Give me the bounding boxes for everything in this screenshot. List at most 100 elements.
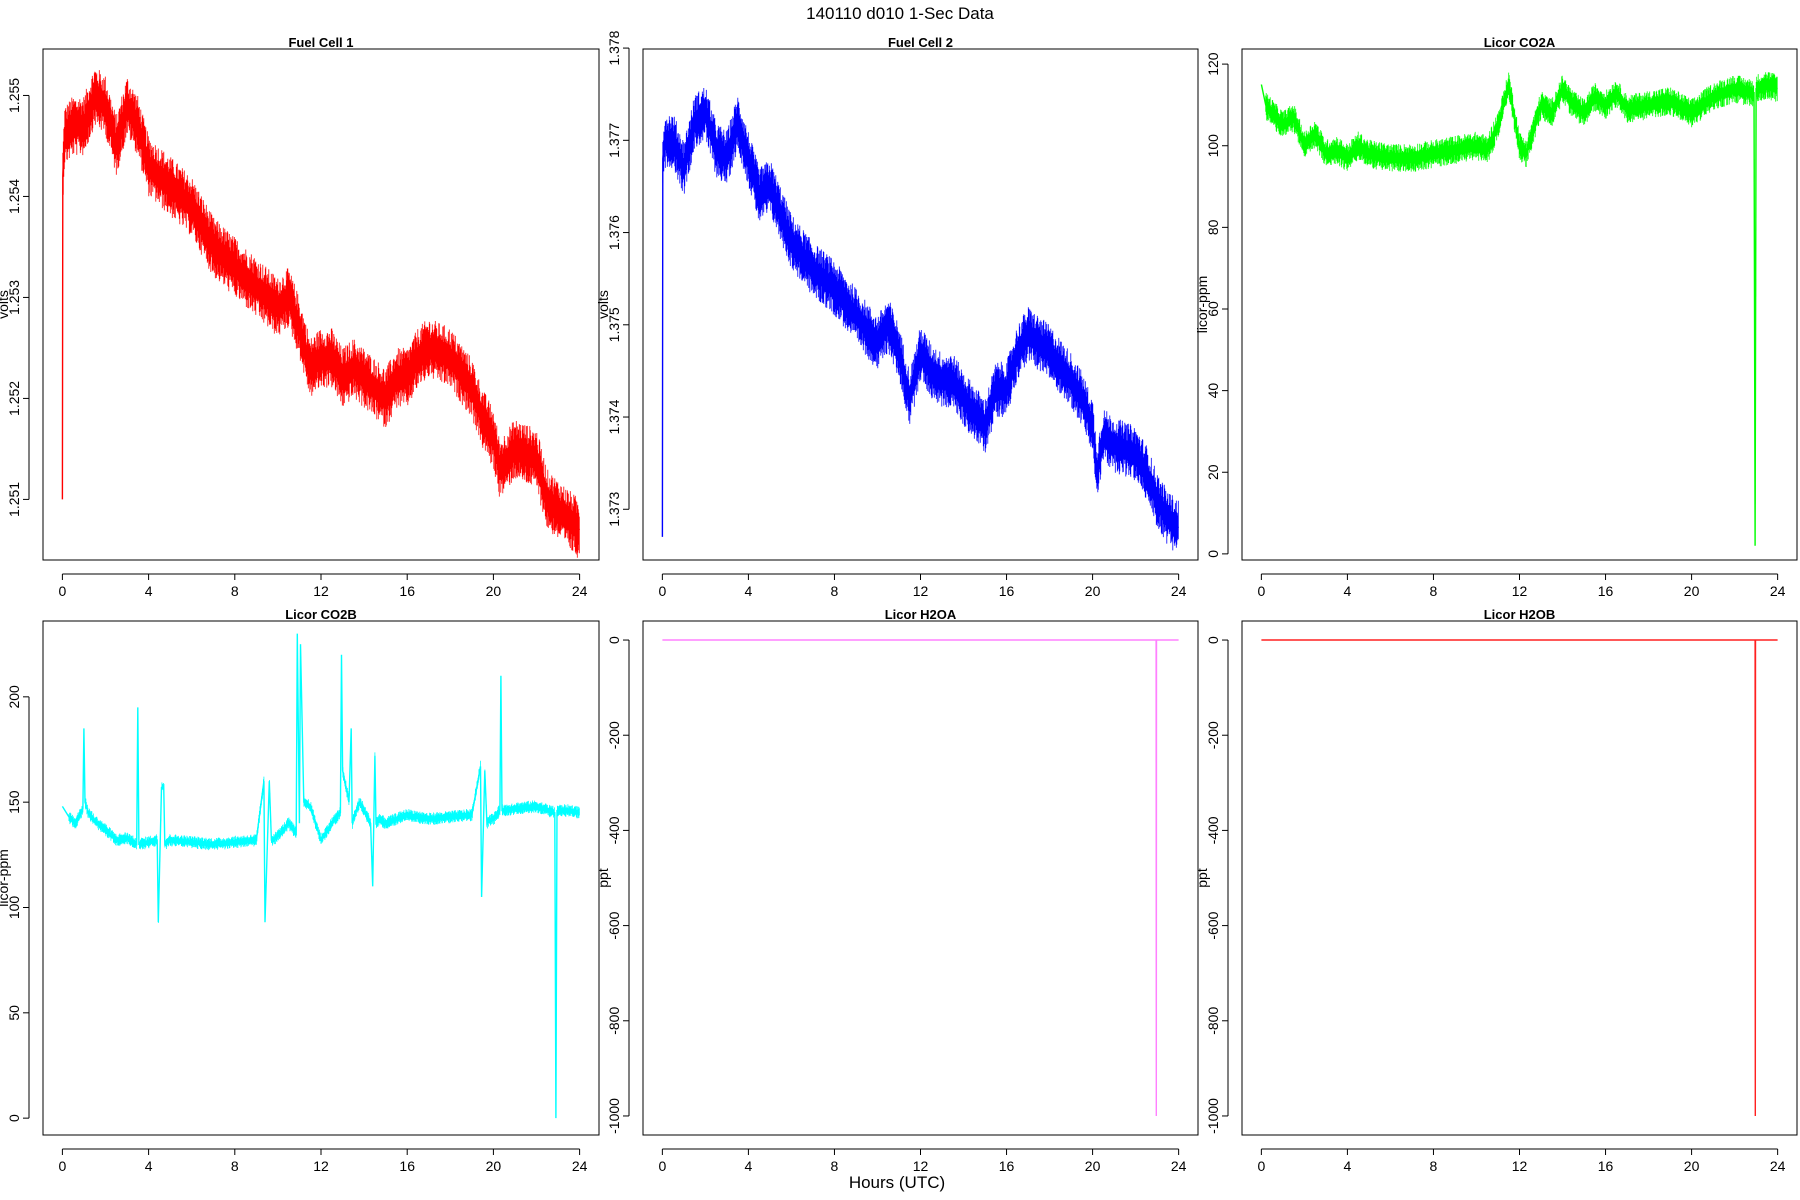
y-tick-label: 1.376 (606, 215, 622, 250)
x-tick-label: 4 (1344, 1158, 1352, 1174)
x-tick-label: 8 (231, 583, 239, 599)
panel-5: Licor H2OA 0 4 8 12 16 20 24 0 -200 -400 -600 -800 -1… (595, 607, 1199, 1174)
y-tick-label: 0 (1205, 550, 1221, 558)
y-axis: 1.251 1.252 1.253 1.254 1.255 volts (0, 78, 30, 517)
panel-title: Fuel Cell 1 (288, 35, 353, 50)
x-tick-label: 20 (1085, 1158, 1101, 1174)
x-axis: 0 4 8 12 16 20 24 (58, 1148, 588, 1174)
panel-title: Fuel Cell 2 (888, 35, 953, 50)
y-axis: 0 20 40 60 80 100 120 licor-ppm (1194, 52, 1229, 558)
y-tick-label: -600 (1205, 911, 1221, 939)
x-tick-label: 8 (1430, 1158, 1438, 1174)
panel-title: Licor H2OB (1484, 607, 1556, 622)
y-tick-label: -400 (606, 816, 622, 844)
x-tick-label: 16 (999, 1158, 1015, 1174)
y-tick-label: 1.377 (606, 123, 622, 158)
y-axis-label: licor-ppm (0, 849, 11, 907)
y-tick-label: -1000 (606, 1098, 622, 1134)
x-tick-label: 0 (1257, 1158, 1265, 1174)
y-tick-label: -400 (1205, 816, 1221, 844)
y-axis: 0 -200 -400 -600 -800 -1000 ppt (1194, 636, 1229, 1134)
y-axis-label: ppt (595, 868, 611, 888)
panel-4: Licor CO2B 0 4 8 12 16 20 24 0 50 100 150 200 licor-p… (0, 607, 600, 1174)
x-tick-label: 20 (486, 583, 502, 599)
plot-frame (1241, 620, 1798, 1136)
x-tick-label: 4 (745, 583, 753, 599)
series-line (662, 639, 1179, 1117)
y-axis-label: volts (595, 290, 611, 319)
x-tick-label: 12 (913, 1158, 929, 1174)
x-tick-label: 8 (231, 1158, 239, 1174)
series-line (61, 633, 580, 1119)
figure-title: 140110 d010 1-Sec Data (806, 4, 994, 23)
x-axis: 0 4 8 12 16 20 24 (58, 573, 588, 599)
y-tick-label: 120 (1205, 52, 1221, 76)
x-tick-label: 16 (399, 1158, 415, 1174)
x-tick-label: 0 (58, 583, 66, 599)
x-tick-label: 24 (1770, 1158, 1786, 1174)
x-tick-label: 0 (58, 1158, 66, 1174)
plot-frame (42, 48, 600, 561)
x-tick-label: 16 (999, 583, 1015, 599)
y-tick-label: 1.374 (606, 399, 622, 434)
panel-3: Licor CO2A 0 4 8 12 16 20 24 0 20 40 60 80 100 120 lico… (1194, 35, 1798, 599)
series-line (1261, 639, 1778, 1117)
panel-title: Licor CO2A (1484, 35, 1556, 50)
y-tick-label: 1.378 (606, 30, 622, 65)
x-tick-label: 4 (745, 1158, 753, 1174)
y-axis-label: ppt (1194, 868, 1210, 888)
x-tick-label: 12 (313, 1158, 329, 1174)
x-tick-label: 24 (572, 583, 588, 599)
y-axis-label: volts (0, 290, 11, 319)
plot-frame (642, 620, 1199, 1136)
series-noise-band (68, 636, 580, 1111)
x-tick-label: 8 (831, 583, 839, 599)
x-tick-label: 16 (399, 583, 415, 599)
x-tick-label: 16 (1598, 1158, 1614, 1174)
y-tick-label: 20 (1205, 464, 1221, 480)
y-tick-label: 0 (1205, 636, 1221, 644)
panel-1: Fuel Cell 10 4 8 12 16 20 241.2511.2521.2531.2… (0, 35, 600, 599)
x-tick-label: 24 (1171, 1158, 1187, 1174)
x-tick-label: 20 (1684, 583, 1700, 599)
y-tick-label: 0 (606, 636, 622, 644)
plot-frame (1241, 48, 1798, 561)
y-tick-label: 1.251 (6, 482, 22, 517)
y-tick-label: 1.252 (6, 381, 22, 416)
x-tick-label: 8 (1430, 583, 1438, 599)
y-tick-label: 200 (6, 685, 22, 709)
panel-title: Licor H2OA (885, 607, 957, 622)
panels-container: Fuel Cell 1 0 4 8 12 16 20 24 1.251 1.252 1.253 1.2… (0, 30, 1798, 1174)
y-tick-label: 150 (6, 790, 22, 814)
x-axis: 0 4 8 12 16 20 24 (1257, 1148, 1786, 1174)
y-axis-label: licor-ppm (1194, 276, 1210, 334)
y-tick-label: 1.253 (6, 280, 22, 315)
y-tick-label: -200 (1205, 721, 1221, 749)
x-tick-label: 12 (913, 583, 929, 599)
y-axis: 0 -200 -400 -600 -800 -1000 ppt (595, 636, 630, 1134)
y-tick-label: 100 (1205, 134, 1221, 158)
x-tick-label: 12 (1512, 1158, 1528, 1174)
y-tick-label: 1.254 (6, 179, 22, 214)
x-tick-label: 24 (1171, 583, 1187, 599)
x-tick-label: 4 (145, 583, 153, 599)
x-tick-label: 12 (1512, 583, 1528, 599)
x-axis: 0 4 8 12 16 20 24 (1257, 573, 1786, 599)
series-noise-band (1265, 72, 1778, 504)
x-tick-label: 24 (1770, 583, 1786, 599)
y-axis: 0 50 100 150 200 licor-ppm (0, 685, 30, 1122)
y-tick-label: 100 (6, 896, 22, 920)
y-tick-label: 1.375 (606, 307, 622, 342)
x-tick-label: 0 (658, 583, 666, 599)
y-tick-label: 1.373 (606, 492, 622, 527)
x-axis: 0 4 8 12 16 20 24 (658, 1148, 1187, 1174)
panel-6: Licor H2OB 0 4 8 12 16 20 24 0 -200 -400 -600 -800 -1… (1194, 607, 1798, 1174)
x-tick-label: 24 (572, 1158, 588, 1174)
x-tick-label: 4 (145, 1158, 153, 1174)
y-tick-label: -1000 (1205, 1098, 1221, 1134)
panel-2: Fuel Cell 20 4 8 12 16 20 241.3731.3741.3751.3… (595, 30, 1199, 599)
y-tick-label: 80 (1205, 219, 1221, 235)
plot-frame (642, 48, 1199, 561)
series-noise-band (62, 70, 580, 558)
